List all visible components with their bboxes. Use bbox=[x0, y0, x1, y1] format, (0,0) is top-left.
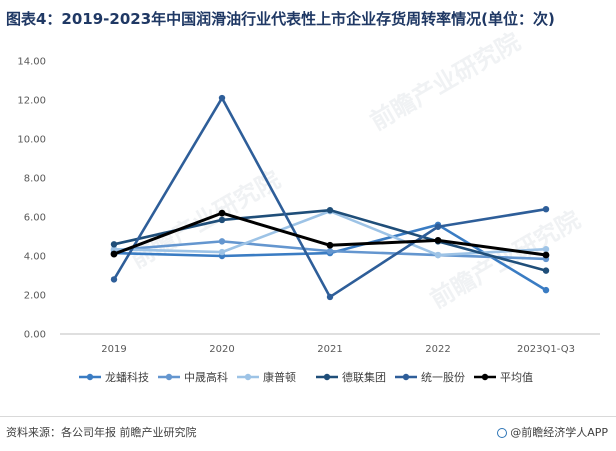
series-layer bbox=[110, 94, 550, 301]
brand-logo-icon bbox=[497, 428, 508, 438]
series-平均值 bbox=[110, 209, 550, 259]
x-axis: 2019 2020 2021 2022 2023Q1-Q3 bbox=[60, 333, 600, 355]
legend-swatch-marker bbox=[402, 373, 410, 381]
legend-label: 康普顿 bbox=[263, 370, 296, 384]
legend-item: 统一股份 bbox=[395, 371, 465, 384]
legend-label: 平均值 bbox=[500, 371, 533, 384]
y-tick-label: 2.00 bbox=[24, 291, 46, 302]
data-point bbox=[326, 247, 334, 255]
legend: 龙蟠科技 中晟高科 康普顿 德联集团 统一股份 平均值 bbox=[79, 370, 533, 384]
data-point bbox=[434, 237, 442, 244]
data-point bbox=[110, 245, 118, 253]
y-tick-label: 14.00 bbox=[17, 57, 46, 68]
series-德联集团 bbox=[110, 206, 550, 274]
y-tick-label: 4.00 bbox=[24, 252, 46, 263]
data-point bbox=[542, 245, 550, 253]
line-chart: 0.00 2.00 4.00 6.00 8.00 10.00 12.00 14.00 2019… bbox=[17, 57, 600, 384]
y-tick-label: 0.00 bbox=[24, 330, 46, 341]
series-统一股份 bbox=[110, 94, 550, 301]
brand-label: @前瞻经济学人APP bbox=[497, 424, 608, 440]
data-point bbox=[110, 276, 118, 283]
chart-title: 图表4：2019-2023年中国润滑油行业代表性上市企业存货周转率情况(单位：次… bbox=[6, 10, 555, 28]
data-point bbox=[218, 238, 226, 245]
legend-item: 康普顿 bbox=[237, 370, 296, 384]
legend-swatch-marker bbox=[165, 373, 173, 381]
data-point bbox=[326, 241, 334, 249]
y-tick-label: 8.00 bbox=[24, 174, 46, 185]
y-tick-label: 6.00 bbox=[24, 213, 46, 224]
data-point bbox=[542, 286, 550, 294]
data-point bbox=[218, 216, 226, 224]
data-point bbox=[326, 206, 334, 214]
legend-label: 德联集团 bbox=[342, 370, 386, 384]
data-point bbox=[218, 209, 226, 217]
x-tick-label: 2023Q1-Q3 bbox=[517, 344, 575, 355]
series-line bbox=[112, 96, 547, 299]
x-tick-label: 2020 bbox=[209, 344, 234, 355]
data-point bbox=[218, 248, 226, 256]
legend-swatch-marker bbox=[481, 373, 489, 381]
data-point bbox=[542, 206, 550, 213]
data-point bbox=[434, 251, 442, 259]
data-point bbox=[326, 293, 334, 301]
legend-item: 龙蟠科技 bbox=[79, 370, 149, 384]
source-note: 资料来源：各公司年报 前瞻产业研究院 bbox=[6, 426, 197, 439]
x-tick-label: 2021 bbox=[317, 344, 342, 355]
y-axis: 0.00 2.00 4.00 6.00 8.00 10.00 12.00 14.00 bbox=[17, 57, 46, 341]
legend-item: 中晟高科 bbox=[158, 370, 228, 384]
legend-swatch-marker bbox=[323, 373, 331, 381]
brand-text: @前瞻经济学人APP bbox=[510, 426, 608, 439]
data-point bbox=[542, 267, 550, 274]
x-tick-label: 2019 bbox=[101, 344, 126, 355]
y-tick-label: 10.00 bbox=[17, 135, 46, 146]
legend-item: 德联集团 bbox=[316, 370, 386, 384]
legend-item: 平均值 bbox=[474, 371, 533, 384]
data-point bbox=[218, 94, 226, 102]
x-tick-label: 2022 bbox=[425, 344, 450, 355]
data-point bbox=[434, 223, 442, 230]
legend-label: 统一股份 bbox=[421, 371, 465, 384]
data-point bbox=[542, 251, 550, 259]
data-point bbox=[110, 241, 118, 248]
y-tick-label: 12.00 bbox=[17, 96, 46, 107]
footer-divider bbox=[0, 416, 616, 417]
data-point bbox=[110, 250, 118, 258]
legend-swatch-marker bbox=[86, 373, 94, 381]
legend-label: 龙蟠科技 bbox=[105, 370, 149, 384]
legend-label: 中晟高科 bbox=[184, 370, 228, 384]
legend-swatch-marker bbox=[244, 373, 252, 381]
